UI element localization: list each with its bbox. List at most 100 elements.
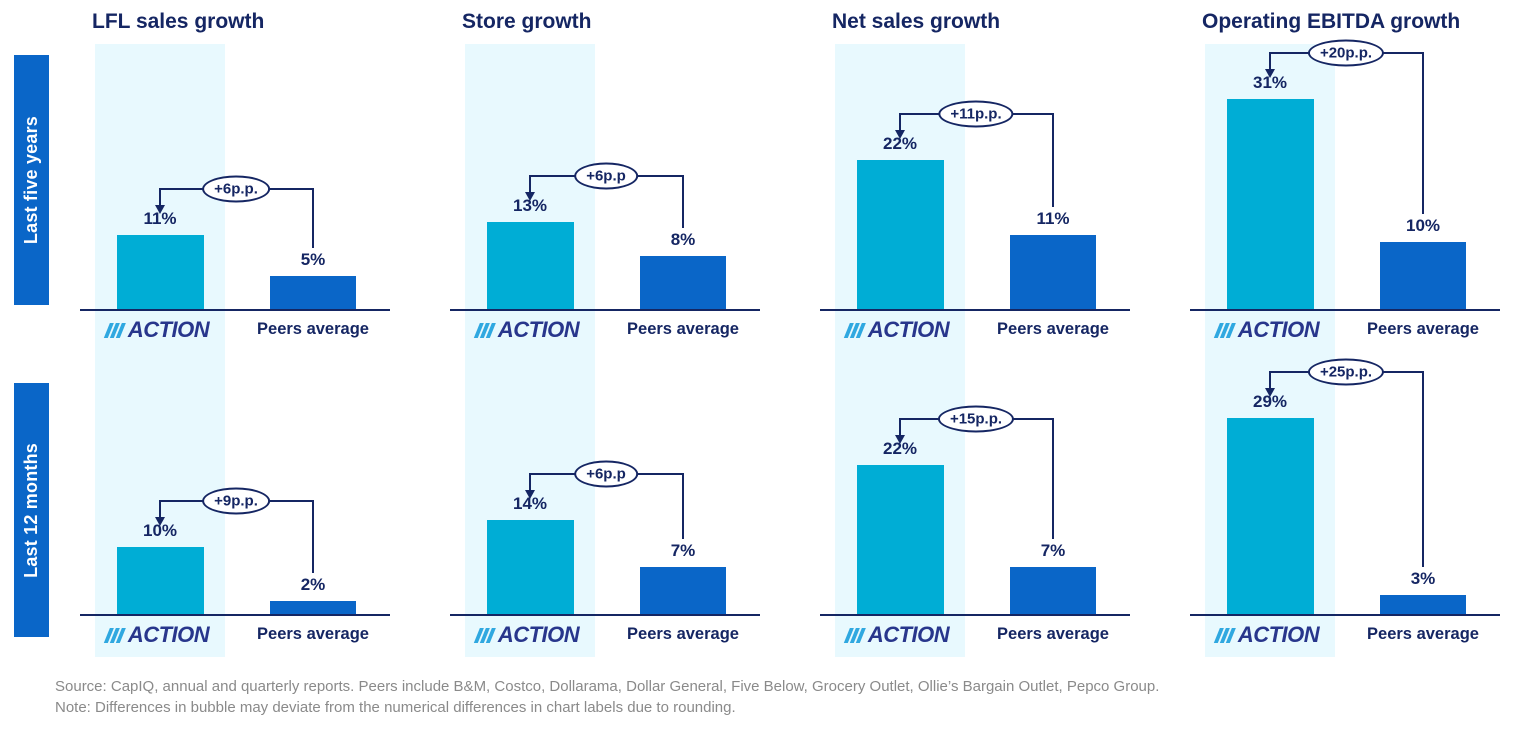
- peers-average-label: Peers average: [997, 320, 1109, 338]
- action-value-label: 29%: [1252, 391, 1288, 411]
- action-logo-slashes-icon: [103, 322, 126, 338]
- x-axis-line: [80, 309, 390, 311]
- action-bar: [1227, 99, 1314, 310]
- action-value-label: 14%: [512, 493, 548, 513]
- action-value-label: 22%: [882, 439, 918, 459]
- action-value-label: 31%: [1252, 73, 1288, 93]
- peers-bar: [270, 276, 356, 310]
- delta-arrowhead-icon: [1265, 387, 1275, 397]
- action-logo: ACTION: [473, 622, 580, 648]
- peers-bar: [1380, 242, 1466, 310]
- peers-bar: [1010, 567, 1096, 615]
- peers-value-label: 3%: [1410, 568, 1436, 588]
- delta-bubble: +9p.p.: [202, 487, 270, 515]
- x-axis-line: [820, 309, 1130, 311]
- chart-cell-r1-c0: +9p.p. 10% 2% ACTION Peers average: [80, 350, 390, 660]
- peers-value-label: 5%: [300, 250, 326, 269]
- delta-arrowhead-icon: [1265, 69, 1275, 79]
- delta-arrowhead-icon: [525, 489, 535, 499]
- peers-average-label: Peers average: [997, 625, 1109, 643]
- chart-title: Operating EBITDA growth: [1202, 10, 1461, 33]
- chart-cell-r0-c0: LFL sales growth +6p.p. 11% 5% ACTION Pe…: [80, 8, 390, 353]
- action-logo-text: ACTION: [1237, 622, 1320, 647]
- action-logo-slashes-icon: [843, 322, 866, 338]
- action-logo-slashes-icon: [473, 322, 496, 338]
- peers-value-label: 10%: [1405, 216, 1441, 235]
- delta-bubble: +6p.p.: [202, 175, 270, 203]
- delta-arrowhead-icon: [895, 435, 905, 445]
- action-logo: ACTION: [473, 317, 580, 343]
- x-axis-line: [80, 614, 390, 616]
- chart-title: Net sales growth: [832, 10, 1001, 33]
- action-bar: [857, 465, 944, 615]
- delta-peer-line: [1422, 371, 1424, 567]
- delta-arrow-line: [529, 473, 531, 491]
- delta-arrow-line: [159, 189, 161, 207]
- chart-cell-r0-c1: Store growth +6p.p 13% 8% ACTION Peers a…: [450, 8, 760, 353]
- action-logo-text: ACTION: [497, 622, 580, 647]
- x-axis-line: [450, 614, 760, 616]
- footnote-source: Source: CapIQ, annual and quarterly repo…: [55, 678, 1160, 695]
- delta-arrowhead-icon: [155, 205, 165, 215]
- delta-arrow-line: [529, 175, 531, 193]
- delta-arrow-line: [1269, 53, 1271, 71]
- peers-average-label: Peers average: [257, 320, 369, 338]
- delta-arrowhead-icon: [525, 191, 535, 201]
- action-value-label: 13%: [512, 195, 548, 215]
- chart-cell-r1-c1: +6p.p 14% 7% ACTION Peers average: [450, 350, 760, 660]
- action-bar: [1227, 417, 1314, 615]
- x-axis-line: [450, 309, 760, 311]
- action-logo: ACTION: [843, 622, 950, 648]
- peers-average-label: Peers average: [627, 625, 739, 643]
- peers-average-label: Peers average: [1367, 320, 1479, 338]
- action-logo-slashes-icon: [843, 627, 866, 643]
- peers-average-label: Peers average: [257, 625, 369, 643]
- peers-bar: [640, 567, 726, 615]
- action-logo-slashes-icon: [1213, 322, 1236, 338]
- action-logo-text: ACTION: [127, 622, 210, 647]
- peers-value-label: 2%: [300, 575, 326, 595]
- delta-peer-line: [1422, 53, 1424, 214]
- delta-bubble: +11p.p.: [938, 100, 1014, 128]
- x-axis-line: [1190, 614, 1500, 616]
- footnotes: Source: CapIQ, annual and quarterly repo…: [55, 676, 1159, 718]
- action-logo-text: ACTION: [867, 317, 950, 342]
- action-logo: ACTION: [103, 317, 210, 343]
- action-value-label: 10%: [142, 521, 178, 540]
- delta-arrow-line: [1269, 371, 1271, 389]
- peers-bar: [1010, 235, 1096, 310]
- action-value-label: 11%: [143, 209, 177, 229]
- delta-peer-line: [312, 501, 314, 574]
- action-logo-text: ACTION: [867, 622, 950, 647]
- delta-arrow-line: [899, 114, 901, 132]
- action-bar: [117, 235, 204, 310]
- delta-peer-line: [682, 473, 684, 540]
- action-bar: [117, 547, 204, 615]
- chart-title: Store growth: [462, 10, 592, 33]
- action-logo: ACTION: [103, 622, 210, 648]
- peers-value-label: 7%: [1040, 541, 1066, 561]
- delta-arrow-line: [899, 419, 901, 437]
- action-logo-text: ACTION: [127, 317, 210, 342]
- action-logo-text: ACTION: [497, 317, 580, 342]
- chart-cell-r0-c3: Operating EBITDA growth +20p.p. 31% 10% …: [1190, 8, 1500, 353]
- action-value-label: 22%: [882, 134, 918, 154]
- delta-bubble: +20p.p.: [1307, 39, 1385, 67]
- delta-arrowhead-icon: [155, 517, 165, 526]
- row-label-text: Last 12 months: [21, 442, 41, 578]
- delta-peer-line: [312, 189, 314, 248]
- action-logo-text: ACTION: [1237, 317, 1320, 342]
- peers-bar: [270, 601, 356, 615]
- delta-peer-line: [1052, 419, 1054, 540]
- action-logo-slashes-icon: [473, 627, 496, 643]
- delta-bubble: +6p.p: [574, 162, 638, 190]
- footnote-note: Note: Differences in bubble may deviate …: [55, 699, 736, 716]
- delta-bubble: +25p.p.: [1307, 358, 1385, 386]
- delta-bubble: +15p.p.: [937, 405, 1015, 433]
- row-label-last-12-months: Last 12 months: [14, 383, 49, 637]
- row-label-last-five-years: Last five years: [14, 55, 49, 305]
- action-logo: ACTION: [1213, 317, 1320, 343]
- peers-average-label: Peers average: [1367, 625, 1479, 643]
- delta-peer-line: [682, 175, 684, 228]
